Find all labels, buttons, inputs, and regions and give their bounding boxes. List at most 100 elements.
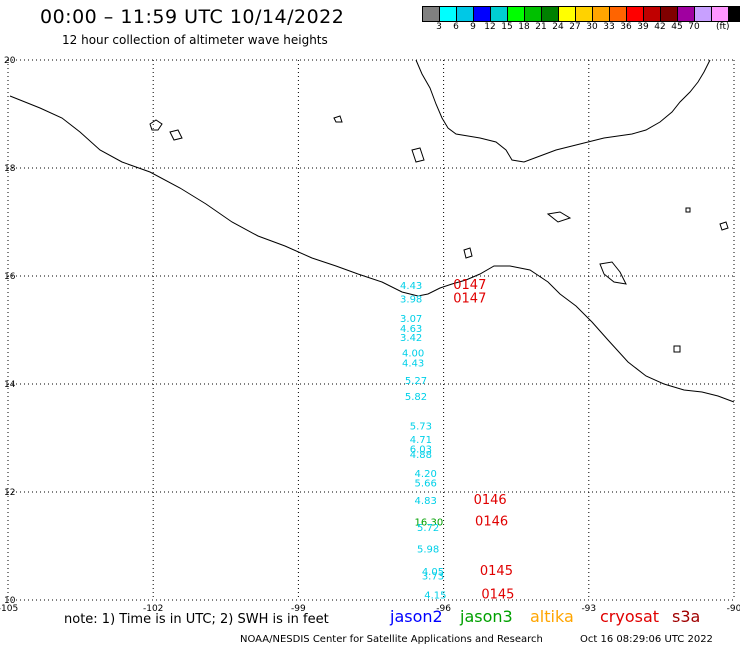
colorbar-swatch — [423, 7, 440, 21]
wave-height-label: 4.83 — [415, 496, 437, 507]
pass-id-label: 0147 — [453, 292, 486, 307]
colorbar-tick-label: 30 — [586, 22, 598, 32]
footer-timestamp: Oct 16 08:29:06 UTC 2022 — [580, 634, 713, 645]
pass-id-label: 0145 — [481, 588, 514, 603]
longitude-label: -102 — [143, 604, 163, 614]
lake-2 — [169, 129, 183, 141]
wave-height-label: 3.98 — [400, 295, 422, 306]
island-3 — [673, 345, 681, 353]
colorbar-tick-label: 33 — [603, 22, 615, 32]
colorbar-tick-label: 39 — [637, 22, 649, 32]
colorbar-swatch — [440, 7, 457, 21]
wave-height-label: 4.63 — [400, 324, 422, 335]
colorbar-swatch — [712, 7, 729, 21]
colorbar-swatch — [457, 7, 474, 21]
coastline — [9, 59, 735, 403]
colorbar-swatch — [559, 7, 576, 21]
colorbar-swatch — [695, 7, 712, 21]
colorbar-tick-label: 70 — [688, 22, 700, 32]
colorbar-tick-label: 36 — [620, 22, 632, 32]
colorbar-tick-label: 21 — [535, 22, 547, 32]
latitude-label: 18 — [4, 164, 16, 174]
colorbar-tick-label: 9 — [470, 22, 476, 32]
colorbar-tick-label: 27 — [569, 22, 581, 32]
colorbar-tick-label: 42 — [654, 22, 666, 32]
colorbar-swatch — [661, 7, 678, 21]
colorbar-swatch — [627, 7, 644, 21]
wave-height-label: 3.73 — [422, 572, 444, 583]
island-1 — [463, 247, 473, 259]
island-2 — [333, 115, 343, 123]
lake-5 — [599, 261, 627, 285]
pacific-coastline — [9, 95, 735, 403]
wave-height-label: 4.15 — [424, 591, 446, 602]
footer-credit: NOAA/NESDIS Center for Satellite Applica… — [240, 634, 543, 645]
colorbar-swatch — [678, 7, 695, 21]
wave-height-label: 5.82 — [405, 392, 427, 403]
longitude-label: -96 — [436, 604, 451, 614]
longitude-label: -105 — [0, 604, 18, 614]
wave-height-label: 5.98 — [417, 545, 439, 556]
wave-height-label: 5.72 — [417, 523, 439, 534]
lake-4 — [546, 211, 572, 223]
wave-height-label: 5.27 — [405, 376, 427, 387]
wave-height-label: 4.88 — [410, 450, 432, 461]
lake-3 — [411, 147, 425, 163]
wave-height-label: 6.03 — [410, 444, 432, 455]
colorbar-swatch — [508, 7, 525, 21]
colorbar-tick-label: 15 — [501, 22, 513, 32]
map-grid — [7, 59, 735, 601]
pass-id-label: 0145 — [480, 564, 513, 579]
pass-id-label: 0146 — [475, 515, 508, 530]
wave-height-colorbar — [422, 6, 740, 22]
lake-1 — [149, 119, 163, 131]
legend-altika: altika — [530, 607, 574, 626]
wave-height-label: 4.71 — [410, 435, 432, 446]
latitude-label: 12 — [4, 488, 15, 498]
colorbar-unit: (ft) — [716, 22, 730, 32]
latitude-label: 10 — [4, 596, 16, 606]
island-5 — [719, 221, 729, 231]
latitude-label: 14 — [4, 380, 16, 390]
longitude-label: -90 — [727, 604, 740, 614]
wave-height-label: 4.43 — [400, 281, 422, 292]
latitude-label: 20 — [4, 56, 16, 66]
wave-height-label: 4.43 — [402, 358, 424, 369]
colorbar-swatch — [644, 7, 661, 21]
island-4 — [685, 207, 691, 213]
wave-height-label: 4.00 — [402, 349, 424, 360]
axis-labels: -105 -102 -99 -96 -93 -90 20 18 16 14 12 10 — [0, 56, 740, 614]
map-title: 00:00 – 11:59 UTC 10/14/2022 — [40, 6, 345, 28]
wave-height-label: 16.30 — [415, 518, 444, 529]
map-subtitle: 12 hour collection of altimeter wave hei… — [62, 33, 328, 47]
legend-jason2: jason2 — [390, 607, 443, 626]
legend-jason3: jason3 — [460, 607, 513, 626]
gulf-coastline — [415, 59, 711, 163]
colorbar-swatch — [576, 7, 593, 21]
legend-cryosat: cryosat — [600, 607, 660, 626]
wave-height-label: 3.07 — [400, 314, 422, 325]
latitude-label: 16 — [4, 272, 16, 282]
legend-s3a: s3a — [672, 607, 701, 626]
colorbar-tick-label: 12 — [484, 22, 496, 32]
footer-note: note: 1) Time is in UTC; 2) SWH is in fe… — [64, 612, 329, 627]
colorbar-swatch — [525, 7, 542, 21]
colorbar-tick-label: 6 — [453, 22, 459, 32]
colorbar-swatch — [593, 7, 610, 21]
wave-height-label: 3.42 — [400, 333, 422, 344]
longitude-label: -99 — [291, 604, 306, 614]
wave-height-label: 5.66 — [415, 478, 437, 489]
colorbar-swatch — [729, 7, 740, 21]
longitude-label: -93 — [581, 604, 596, 614]
colorbar-swatch — [491, 7, 508, 21]
pass-id-label: 0147 — [453, 278, 486, 293]
colorbar-swatch — [474, 7, 491, 21]
wave-height-label: 5.73 — [410, 422, 432, 433]
colorbar-tick-label: 18 — [518, 22, 530, 32]
pass-id-label: 0146 — [474, 493, 507, 508]
colorbar-tick-label: 45 — [671, 22, 683, 32]
colorbar-swatch — [542, 7, 559, 21]
wave-height-label: 4.05 — [422, 567, 444, 578]
